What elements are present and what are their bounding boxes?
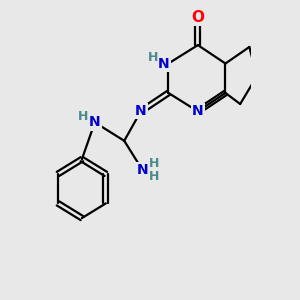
Text: N: N [137,163,148,177]
Text: N: N [192,104,204,118]
Text: H: H [78,110,88,123]
Text: H: H [148,52,158,64]
Text: H: H [148,170,159,183]
Text: N: N [135,104,147,118]
Text: N: N [158,56,170,70]
Text: H: H [148,157,159,170]
Text: O: O [191,10,204,25]
Text: N: N [89,116,100,129]
